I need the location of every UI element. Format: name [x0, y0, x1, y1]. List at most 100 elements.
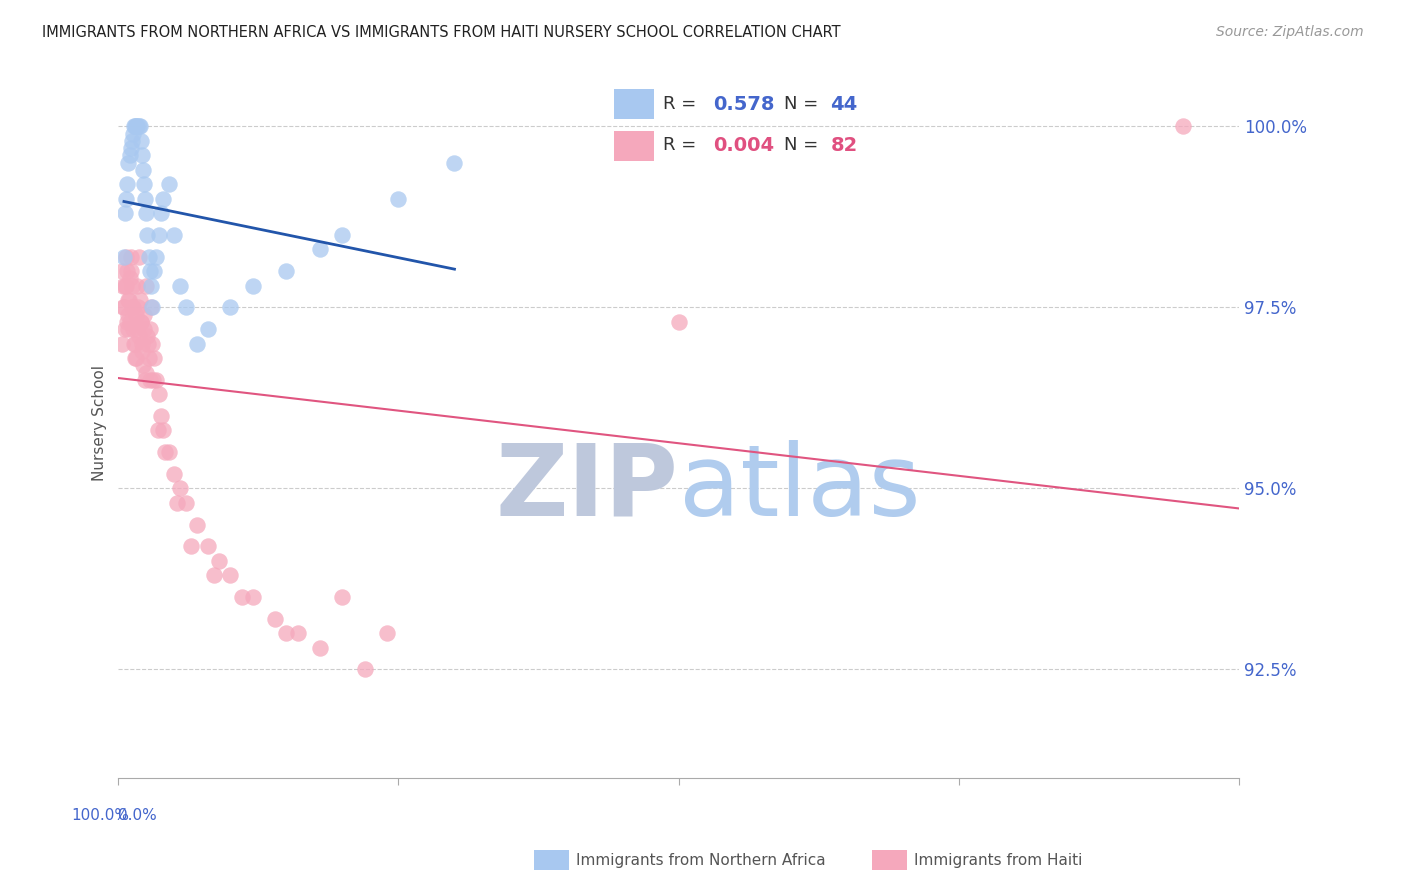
Point — [125, 120, 148, 134]
Point — [118, 148, 141, 162]
Point — [309, 243, 332, 257]
Text: N =: N = — [785, 136, 824, 154]
Point — [125, 351, 148, 365]
Point — [145, 250, 167, 264]
Point — [276, 626, 298, 640]
Point — [287, 626, 309, 640]
Point — [121, 278, 143, 293]
Point — [139, 322, 162, 336]
Point — [309, 640, 332, 655]
Point — [132, 322, 155, 336]
Point — [131, 343, 153, 358]
Point — [128, 329, 150, 343]
Point — [129, 134, 152, 148]
Point — [443, 155, 465, 169]
Point — [143, 264, 166, 278]
Text: Source: ZipAtlas.com: Source: ZipAtlas.com — [1216, 25, 1364, 39]
Point — [219, 568, 242, 582]
Point — [139, 301, 162, 315]
Point — [131, 336, 153, 351]
Point — [114, 322, 136, 336]
Point — [136, 329, 159, 343]
Point — [124, 336, 146, 351]
Point — [1171, 120, 1194, 134]
Point — [114, 278, 136, 293]
Point — [117, 178, 139, 192]
Point — [242, 590, 264, 604]
Point — [122, 120, 145, 134]
Point — [118, 293, 141, 308]
Point — [231, 590, 253, 604]
Point — [174, 301, 197, 315]
Point — [122, 322, 145, 336]
Point — [141, 301, 163, 315]
Point — [117, 155, 139, 169]
Point — [134, 373, 156, 387]
Text: atlas: atlas — [679, 440, 920, 537]
Point — [115, 250, 138, 264]
Point — [169, 278, 191, 293]
Point — [132, 308, 155, 322]
Point — [138, 250, 160, 264]
Point — [276, 264, 298, 278]
Point — [125, 322, 148, 336]
Point — [127, 120, 149, 134]
Point — [111, 264, 134, 278]
Point — [112, 250, 135, 264]
Point — [122, 301, 145, 315]
Point — [120, 264, 142, 278]
Point — [174, 496, 197, 510]
Point — [375, 626, 398, 640]
Point — [353, 662, 375, 676]
Point — [149, 206, 172, 220]
Point — [128, 293, 150, 308]
Point — [202, 568, 225, 582]
Point — [120, 141, 142, 155]
Text: 0.0%: 0.0% — [118, 808, 157, 823]
Text: N =: N = — [785, 95, 824, 113]
Point — [152, 192, 174, 206]
Point — [128, 120, 150, 134]
Point — [114, 206, 136, 220]
Point — [115, 192, 138, 206]
Point — [125, 308, 148, 322]
Point — [138, 264, 160, 278]
Point — [155, 445, 177, 459]
Point — [208, 554, 231, 568]
Point — [128, 120, 150, 134]
Point — [180, 539, 202, 553]
Point — [120, 315, 142, 329]
Point — [134, 192, 156, 206]
Point — [152, 424, 174, 438]
Text: R =: R = — [664, 136, 703, 154]
Point — [136, 336, 159, 351]
Point — [135, 278, 157, 293]
Point — [136, 227, 159, 242]
Point — [668, 315, 690, 329]
Point — [157, 445, 180, 459]
Text: 82: 82 — [831, 136, 858, 155]
Point — [132, 359, 155, 373]
Point — [332, 227, 354, 242]
Point — [121, 301, 143, 315]
Point — [157, 178, 180, 192]
Point — [131, 148, 153, 162]
Text: 44: 44 — [831, 95, 858, 114]
Point — [169, 482, 191, 496]
Point — [148, 227, 170, 242]
Text: Immigrants from Northern Africa: Immigrants from Northern Africa — [576, 854, 827, 868]
Point — [332, 590, 354, 604]
Point — [127, 278, 149, 293]
Point — [148, 387, 170, 401]
Point — [145, 373, 167, 387]
Point — [132, 162, 155, 177]
Point — [142, 373, 165, 387]
Text: 0.578: 0.578 — [713, 95, 775, 114]
Point — [129, 315, 152, 329]
Point — [112, 301, 135, 315]
Point — [141, 336, 163, 351]
Text: 100.0%: 100.0% — [72, 808, 129, 823]
Point — [197, 539, 219, 553]
Point — [120, 250, 142, 264]
Point — [186, 517, 208, 532]
